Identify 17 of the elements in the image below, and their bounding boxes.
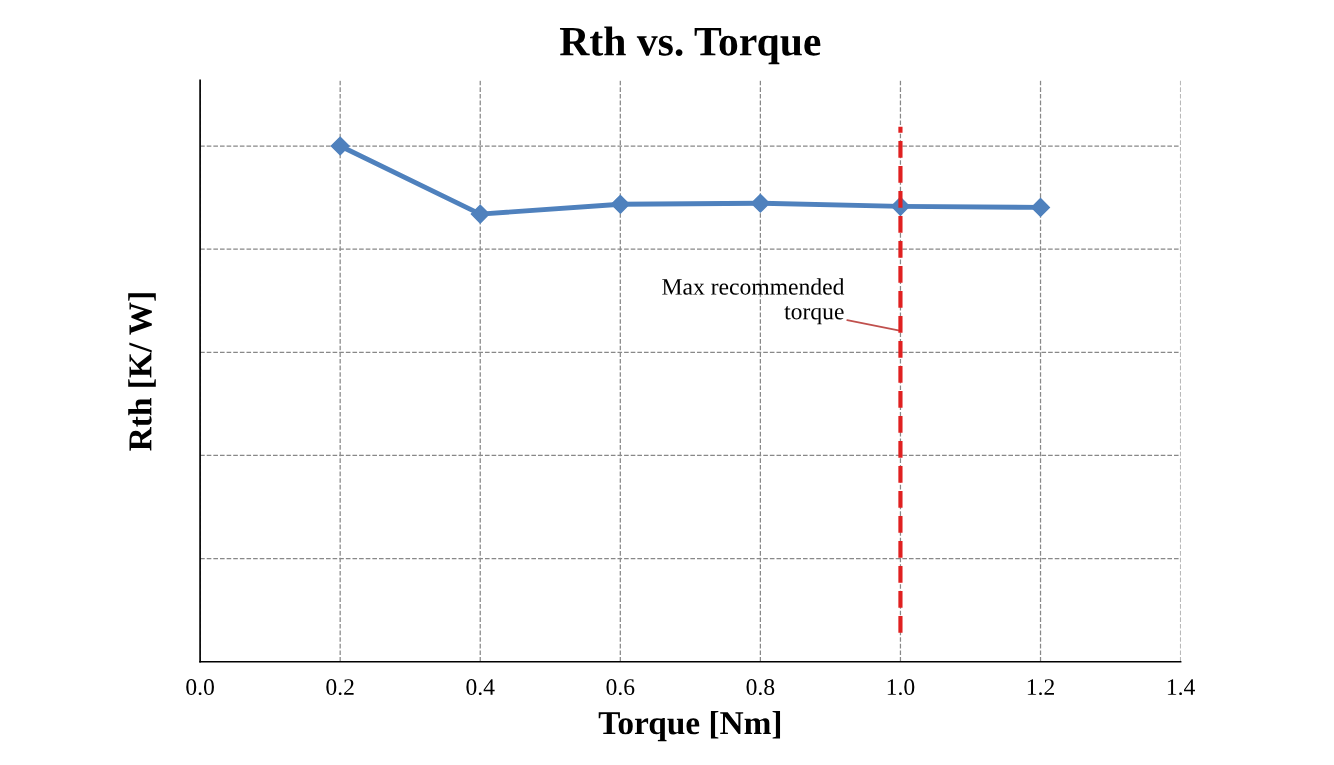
x-tick-label: 0.8 — [746, 679, 775, 696]
x-tick-label: 1.4 — [1167, 679, 1195, 696]
point — [750, 193, 770, 213]
point — [1030, 197, 1051, 217]
point — [610, 194, 630, 214]
point — [470, 204, 490, 224]
ref-line-label: Max recommended torque — [662, 278, 845, 325]
x-axis-title: Torque [Nm] — [598, 710, 781, 742]
x-tick-label: 1.2 — [1027, 679, 1054, 696]
x-tick-label: 0.0 — [186, 679, 214, 696]
y-axis-title: Rth [K/ W] — [128, 293, 156, 451]
x-tick-label: 0.6 — [606, 679, 635, 696]
x-tick-label: 0.4 — [466, 679, 495, 696]
x-tick-label: 0.2 — [326, 679, 354, 696]
chart-title: Rth vs. Torque — [559, 26, 821, 65]
x-tick-label: 1.0 — [887, 679, 915, 696]
point — [330, 136, 350, 156]
